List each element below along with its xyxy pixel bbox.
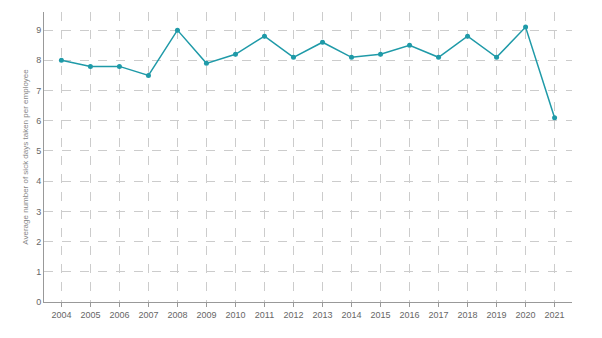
svg-text:2005: 2005 xyxy=(80,310,100,320)
svg-text:2014: 2014 xyxy=(342,310,362,320)
svg-text:2007: 2007 xyxy=(138,310,158,320)
svg-text:2013: 2013 xyxy=(312,310,332,320)
svg-text:2021: 2021 xyxy=(545,310,565,320)
svg-text:3: 3 xyxy=(36,207,41,217)
svg-text:2016: 2016 xyxy=(400,310,420,320)
svg-text:1: 1 xyxy=(36,267,41,277)
svg-text:2017: 2017 xyxy=(429,310,449,320)
svg-text:2019: 2019 xyxy=(487,310,507,320)
svg-text:7: 7 xyxy=(36,86,41,96)
svg-text:9: 9 xyxy=(36,25,41,35)
svg-text:8: 8 xyxy=(36,55,41,65)
svg-text:2: 2 xyxy=(36,237,41,247)
svg-text:6: 6 xyxy=(36,116,41,126)
svg-text:5: 5 xyxy=(36,146,41,156)
svg-text:Average number of sick days ta: Average number of sick days taken per em… xyxy=(21,69,30,245)
svg-text:2008: 2008 xyxy=(167,310,187,320)
svg-text:2011: 2011 xyxy=(255,310,274,320)
svg-text:2020: 2020 xyxy=(516,310,536,320)
svg-text:4: 4 xyxy=(36,176,41,186)
svg-text:0: 0 xyxy=(36,297,41,307)
svg-text:2009: 2009 xyxy=(196,310,216,320)
svg-text:2004: 2004 xyxy=(51,310,71,320)
svg-text:2010: 2010 xyxy=(225,310,245,320)
svg-text:2018: 2018 xyxy=(458,310,478,320)
svg-text:2006: 2006 xyxy=(109,310,129,320)
svg-text:2015: 2015 xyxy=(371,310,391,320)
svg-text:2012: 2012 xyxy=(283,310,303,320)
